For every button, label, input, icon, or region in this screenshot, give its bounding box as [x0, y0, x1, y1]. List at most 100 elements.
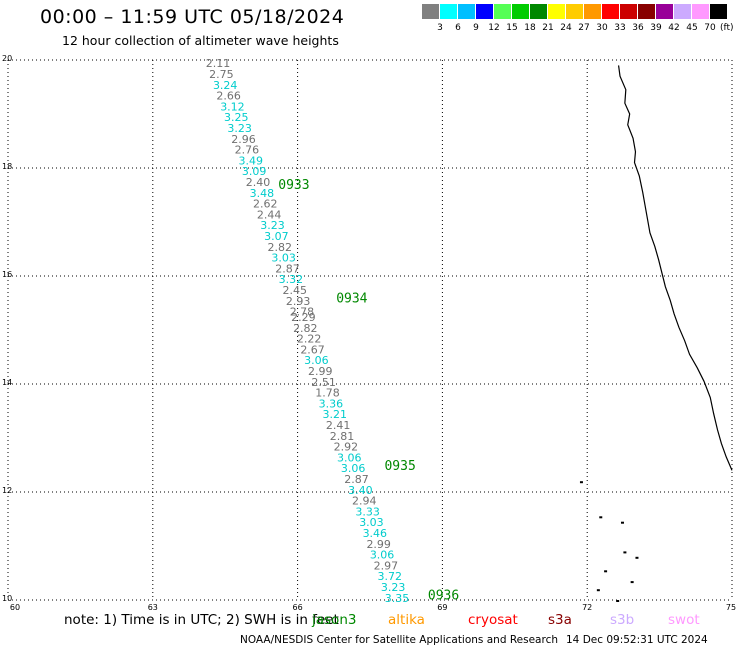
longitude-label: 66 [292, 603, 303, 612]
latitude-label: 16 [2, 270, 13, 279]
scale-label: 24 [560, 23, 572, 33]
scale-swatch [512, 4, 529, 19]
wave-height-value: 2.51 [311, 376, 336, 389]
longitude-label: 75 [725, 603, 737, 612]
wave-height-value: 3.07 [264, 230, 289, 243]
longitude-label: 60 [9, 603, 21, 612]
wave-height-value: 3.36 [319, 397, 344, 410]
island-mark [596, 589, 600, 592]
wave-height-value: 3.32 [279, 273, 304, 286]
wave-height-value: 2.96 [231, 133, 256, 146]
wave-height-value: 3.24 [213, 79, 238, 92]
wave-height-value: 2.93 [286, 295, 311, 308]
wave-height-value: 2.66 [216, 90, 241, 103]
wave-height-value: 3.21 [323, 408, 348, 421]
island-mark [579, 481, 583, 484]
island-mark [630, 581, 634, 584]
wave-height-value: 2.29 [291, 311, 316, 324]
wave-height-value: 2.40 [246, 176, 271, 189]
scale-swatch [638, 4, 655, 19]
latitude-label: 12 [2, 486, 13, 495]
wave-height-value: 3.72 [378, 570, 403, 583]
wave-height-value: 3.03 [359, 516, 384, 529]
satellite-s3a: s3a [548, 612, 572, 628]
wave-height-value: 2.99 [366, 538, 391, 551]
scale-label: 42 [668, 23, 680, 33]
wave-height-value: 2.82 [293, 322, 318, 335]
wave-height-value: 3.23 [260, 219, 285, 232]
scale-swatch [458, 4, 475, 19]
wave-height-value: 2.45 [282, 284, 307, 297]
scale-label: 70 [704, 23, 716, 33]
scale-label: 9 [473, 23, 479, 33]
wave-height-value: 2.11 [206, 57, 231, 70]
island-mark [623, 551, 627, 554]
scale-swatch [530, 4, 547, 19]
wave-height-value: 2.99 [308, 365, 333, 378]
scale-swatch [602, 4, 619, 19]
wave-height-value: 2.62 [253, 198, 278, 211]
satellite-swot: swot [668, 612, 700, 628]
island-mark [620, 521, 624, 524]
wave-height-value: 2.81 [330, 430, 355, 443]
scale-label: 21 [542, 23, 554, 33]
longitude-label: 72 [582, 603, 593, 612]
generation-timestamp: 14 Dec 09:52:31 UTC 2024 [566, 634, 708, 646]
scale-label: 6 [455, 23, 461, 33]
satellite-jason3: jason3 [312, 612, 357, 628]
pass-time-label: 0936 [428, 589, 459, 604]
wave-height-value: 3.40 [348, 484, 373, 497]
wave-height-value: 3.09 [242, 165, 267, 178]
scale-swatch [566, 4, 583, 19]
scale-swatch [422, 4, 439, 19]
island-mark [616, 600, 620, 602]
wave-height-value: 3.46 [363, 527, 388, 540]
island-mark [635, 556, 639, 559]
altimeter-track: 2.112.753.242.663.123.253.232.962.763.49… [206, 57, 460, 605]
pass-time-label: 0935 [384, 459, 415, 474]
scale-label: 3 [437, 23, 443, 33]
scale-swatch [476, 4, 493, 19]
scale-swatch [692, 4, 709, 19]
scale-label: 18 [524, 23, 536, 33]
pass-time-label: 0933 [278, 178, 309, 193]
wave-height-value: 2.87 [344, 473, 369, 486]
page-title: 00:00 – 11:59 UTC 05/18/2024 [40, 6, 345, 28]
wave-height-value: 3.25 [224, 111, 249, 124]
wave-height-value: 2.92 [334, 441, 359, 454]
latitude-label: 18 [2, 162, 13, 171]
scale-swatch [584, 4, 601, 19]
credit-line: NOAA/NESDIS Center for Satellite Applica… [240, 634, 558, 646]
scale-label: 33 [614, 23, 626, 33]
satellite-s3b: s3b [610, 612, 635, 628]
wave-height-value: 2.94 [352, 495, 377, 508]
scale-label: 36 [632, 23, 644, 33]
satellite-cryosat: cryosat [468, 612, 518, 628]
scale-swatch [674, 4, 691, 19]
footer-note: note: 1) Time is in UTC; 2) SWH is in fe… [64, 612, 339, 628]
wave-height-value: 3.03 [271, 252, 296, 265]
coastline [579, 65, 733, 602]
wave-height-value: 2.78 [290, 306, 315, 319]
wave-height-value: 2.97 [374, 559, 399, 572]
wave-height-value: 3.49 [239, 154, 264, 167]
scale-swatch [548, 4, 565, 19]
longitude-label: 63 [147, 603, 158, 612]
scale-swatch [620, 4, 637, 19]
wave-height-value: 2.76 [235, 144, 260, 157]
coastline-path [617, 65, 733, 471]
wave-height-value: 3.12 [220, 100, 245, 113]
scale-swatch [494, 4, 511, 19]
latitude-label: 10 [2, 594, 13, 603]
scale-swatch [710, 4, 727, 19]
wave-height-value: 2.41 [326, 419, 351, 432]
scale-label: 45 [686, 23, 698, 33]
wave-height-value: 2.82 [267, 241, 292, 254]
wave-height-value: 3.23 [227, 122, 252, 135]
latitude-label: 20 [2, 54, 13, 63]
scale-label: 30 [596, 23, 608, 33]
wave-height-value: 3.06 [341, 462, 366, 475]
satellite-altika: altika [388, 612, 425, 628]
